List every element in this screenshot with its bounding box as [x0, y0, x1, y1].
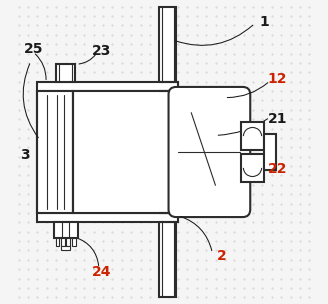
Bar [37, 212, 178, 222]
Bar [56, 64, 75, 82]
Bar [72, 238, 76, 246]
Bar [264, 134, 276, 170]
Text: 21: 21 [268, 112, 287, 126]
Bar [66, 238, 70, 246]
Text: 25: 25 [24, 42, 43, 56]
Bar [55, 238, 59, 246]
Bar [37, 92, 73, 212]
Bar [37, 82, 178, 92]
Text: 3: 3 [20, 148, 30, 162]
Bar [241, 122, 264, 150]
Bar [159, 219, 176, 297]
Bar [73, 92, 178, 212]
Text: 12: 12 [268, 72, 287, 86]
Bar [159, 7, 176, 85]
FancyBboxPatch shape [169, 87, 250, 217]
Bar [241, 154, 264, 182]
Text: 1: 1 [259, 15, 269, 29]
Text: 24: 24 [92, 264, 112, 278]
Text: 23: 23 [92, 44, 112, 58]
Text: 2: 2 [216, 249, 226, 263]
Bar [61, 238, 65, 246]
Bar [53, 222, 78, 238]
Bar [61, 246, 70, 250]
Text: 22: 22 [268, 162, 287, 176]
